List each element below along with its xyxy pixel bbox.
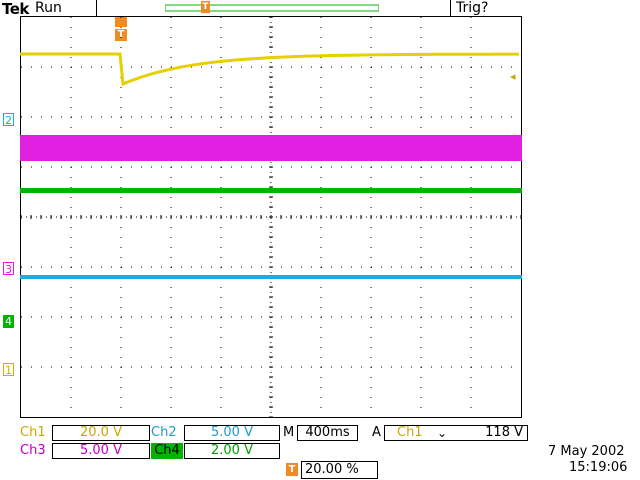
ch4-label: Ch4 — [151, 443, 183, 459]
trigger-source: Ch1 — [397, 425, 423, 440]
ch3-label: Ch3 — [20, 443, 46, 458]
ch4-ground-marker[interactable]: 4 — [3, 315, 14, 328]
ch1-ground-marker[interactable]: 1 — [3, 363, 14, 377]
record-view-bar — [165, 4, 379, 12]
ch2-label: Ch2 — [151, 425, 177, 440]
trigger-position-arrow — [115, 17, 127, 27]
ch3-scale-readout[interactable]: 5.00 V — [52, 443, 150, 459]
trigger-level-marker[interactable]: ◂ — [510, 70, 516, 83]
brand-logo: Tek — [2, 0, 29, 18]
status-divider — [96, 0, 97, 16]
trigger-level: 118 V — [485, 425, 523, 440]
timebase-readout[interactable]: 400ms — [297, 425, 358, 441]
time-readout: 15:19:06 — [569, 460, 628, 475]
status-divider — [450, 0, 451, 16]
ch2-scale-readout[interactable]: 5.00 V — [184, 425, 280, 441]
waveform-display[interactable] — [20, 16, 522, 418]
ch1-scale-readout[interactable]: 20.0 V — [52, 425, 150, 441]
graticule — [20, 16, 522, 418]
graticule-border — [20, 16, 522, 418]
trigger-position-marker[interactable]: T — [115, 17, 127, 41]
date-readout: 7 May 2002 — [548, 444, 625, 459]
ch4-trace — [20, 188, 522, 193]
timebase-prefix: M — [283, 425, 295, 440]
acquisition-state: Run — [35, 0, 62, 16]
ch2-trace — [20, 275, 522, 279]
record-trigger-marker: T — [201, 1, 210, 13]
record-view-window — [165, 4, 379, 12]
trigger-mode: A — [372, 425, 381, 440]
trigger-t-icon: T — [115, 29, 127, 41]
ch3-trace — [20, 135, 522, 161]
ch2-ground-marker[interactable]: 2 — [3, 113, 14, 127]
ch1-trace — [20, 52, 519, 87]
trigger-position-readout[interactable]: 20.00 % — [301, 461, 378, 479]
ch4-scale-readout[interactable]: 2.00 V — [184, 443, 280, 459]
falling-edge-icon: ⌄ — [437, 426, 448, 440]
ch1-label: Ch1 — [20, 425, 46, 440]
trigger-readout[interactable]: Ch1 ⌄ 118 V — [384, 425, 528, 441]
ch3-ground-marker[interactable]: 3 — [3, 262, 14, 276]
trigger-position-icon: T — [286, 463, 298, 476]
trigger-status: Trig? — [456, 0, 489, 16]
